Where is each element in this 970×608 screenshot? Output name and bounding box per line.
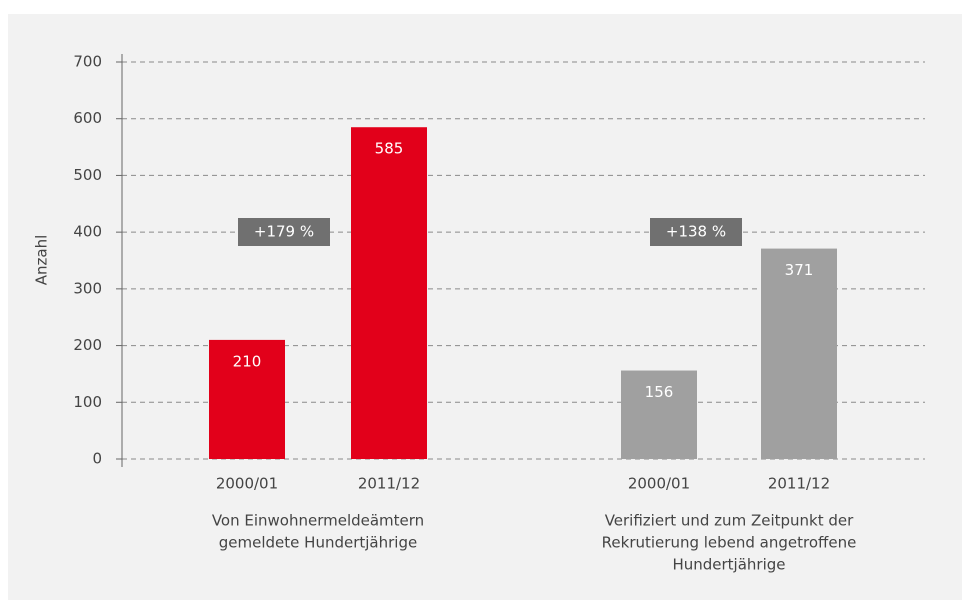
y-tick-label: 100: [73, 393, 102, 411]
x-tick-label: 2000/01: [628, 475, 690, 493]
group-label: Verifiziert und zum Zeitpunkt der: [605, 512, 854, 530]
bar: [761, 248, 837, 459]
bar: [209, 339, 285, 459]
y-tick-label: 600: [73, 109, 102, 127]
data-label: 585: [375, 140, 404, 158]
y-tick-label: 0: [92, 450, 102, 468]
y-tick-label: 500: [73, 166, 102, 184]
x-tick-label: 2000/01: [216, 475, 278, 493]
data-label: 371: [785, 261, 814, 279]
annotation-box: [650, 218, 742, 246]
x-tick-label: 2011/12: [768, 475, 830, 493]
y-tick-label: 200: [73, 336, 102, 354]
annotation: +179 %: [254, 223, 314, 241]
group-label: Hundertjährige: [672, 556, 785, 574]
y-tick-label: 300: [73, 279, 102, 297]
group-label: gemeldete Hundertjährige: [219, 534, 417, 552]
bar: [621, 370, 697, 459]
y-tick-label: 700: [73, 53, 102, 71]
bar: [351, 127, 427, 459]
data-label: 210: [233, 352, 262, 370]
x-tick-label: 2011/12: [358, 475, 420, 493]
y-tick-label: 400: [73, 223, 102, 241]
group-label: Von Einwohnermeldeämtern: [212, 512, 424, 530]
annotation-box: [238, 218, 330, 246]
annotation: +138 %: [666, 223, 726, 241]
group-label: Rekrutierung lebend angetroffene: [602, 534, 857, 552]
data-label: 156: [645, 383, 674, 401]
y-axis-label: Anzahl: [33, 235, 51, 286]
